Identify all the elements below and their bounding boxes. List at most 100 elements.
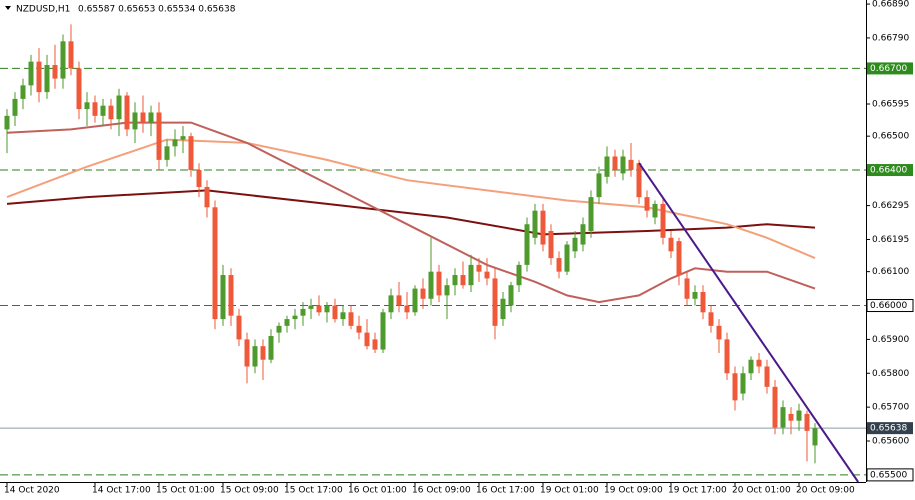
candle-body: [324, 305, 330, 313]
candle-body: [196, 170, 202, 187]
candle-body: [372, 339, 378, 350]
candle-body: [316, 305, 322, 313]
candle-body: [572, 237, 578, 252]
candle-body: [4, 115, 10, 130]
candle-body: [52, 65, 58, 79]
candle-body: [44, 65, 50, 93]
candle-body: [740, 373, 746, 394]
candle-body: [356, 325, 362, 333]
candle-body: [620, 156, 626, 174]
candle-body: [260, 346, 266, 360]
candle-body: [84, 102, 90, 110]
candle-body: [412, 288, 418, 313]
level-label-box: [867, 164, 913, 177]
candle-body: [812, 428, 818, 446]
candle-body: [716, 325, 722, 340]
candle-body: [172, 139, 178, 147]
x-tick-label: 19 Oct 01:00: [540, 486, 599, 496]
candle-body: [132, 112, 138, 130]
candle-body: [756, 359, 762, 367]
candle-body: [468, 264, 474, 286]
level-label-box: [866, 468, 914, 482]
candle-body: [124, 95, 130, 130]
current-price-box: [867, 422, 913, 435]
y-tick-label: 0.65800: [872, 369, 909, 379]
candle-body: [420, 288, 426, 299]
candle-body: [660, 203, 666, 238]
candle-body: [772, 386, 778, 428]
candle-body: [796, 410, 802, 421]
candle-body: [268, 336, 274, 360]
y-tick-label: 0.65700: [872, 403, 909, 413]
candle-body: [28, 61, 34, 86]
candle-body: [548, 231, 554, 259]
level-label: 0.66400: [870, 166, 907, 176]
level-label: 0.66000: [870, 301, 907, 311]
candle-body: [12, 98, 18, 116]
level-label: 0.65500: [870, 470, 907, 480]
moving-average: [6, 138, 816, 260]
candle-body: [564, 244, 570, 272]
candle-body: [748, 359, 754, 374]
candle-body: [532, 210, 538, 238]
candle-body: [428, 271, 434, 299]
candle-body: [20, 85, 26, 99]
candle-body: [788, 413, 794, 421]
trendline: [638, 162, 860, 483]
candle-body: [668, 237, 674, 252]
candle-body: [332, 305, 338, 320]
candle-body: [588, 197, 594, 232]
candle-body: [652, 203, 658, 218]
candle-body: [684, 278, 690, 299]
candle-body: [732, 373, 738, 401]
y-tick-label: 0.66295: [872, 201, 909, 211]
candle-body: [708, 312, 714, 326]
candle-body: [348, 312, 354, 326]
candle-body: [276, 325, 282, 333]
x-tick-label: 16 Oct 09:00: [412, 486, 471, 496]
candle-body: [308, 305, 314, 309]
candle-body: [204, 186, 210, 208]
candle-body: [380, 312, 386, 350]
x-tick-label: 19 Oct 17:00: [668, 486, 727, 496]
x-tick-label: 19 Oct 09:00: [604, 486, 663, 496]
candle-body: [36, 61, 42, 93]
candle-body: [724, 339, 730, 374]
candle-body: [340, 312, 346, 320]
candle-body: [108, 105, 114, 120]
y-tick-label: 0.66890: [872, 0, 909, 10]
x-tick-label: 14 Oct 17:00: [92, 486, 151, 496]
x-tick-label: 20 Oct 01:00: [732, 486, 791, 496]
candle-body: [580, 224, 586, 245]
candle-body: [220, 275, 226, 320]
candle-body: [292, 315, 298, 320]
candle-body: [148, 112, 154, 123]
candle-body: [92, 102, 98, 116]
candle-body: [396, 295, 402, 306]
level-label: 0.66700: [870, 64, 907, 74]
symbol-arrow: [5, 6, 11, 10]
candle-body: [596, 173, 602, 198]
candle-body: [188, 136, 194, 171]
candle-body: [60, 41, 66, 79]
x-tick-label: 15 Oct 09:00: [220, 486, 279, 496]
candle-body: [284, 319, 290, 326]
y-tick-label: 0.65900: [872, 335, 909, 345]
symbol: NZDUSD,H1: [16, 5, 70, 15]
moving-average: [6, 189, 816, 236]
candle-body: [140, 112, 146, 123]
candle-body: [556, 258, 562, 272]
x-tick-label: 16 Oct 17:00: [476, 486, 535, 496]
current-price-label: 0.65638: [870, 424, 907, 434]
candle-body: [804, 413, 810, 431]
candle-body: [700, 291, 706, 313]
candle-body: [212, 207, 218, 320]
candle-body: [780, 407, 786, 428]
y-tick-label: 0.66100: [872, 267, 909, 277]
candle-body: [68, 41, 74, 69]
y-tick-label: 0.65600: [872, 437, 909, 447]
x-tick-label: 20 Oct 09:00: [796, 486, 855, 496]
candle-body: [452, 275, 458, 286]
candle-body: [436, 271, 442, 296]
candle-body: [492, 278, 498, 326]
